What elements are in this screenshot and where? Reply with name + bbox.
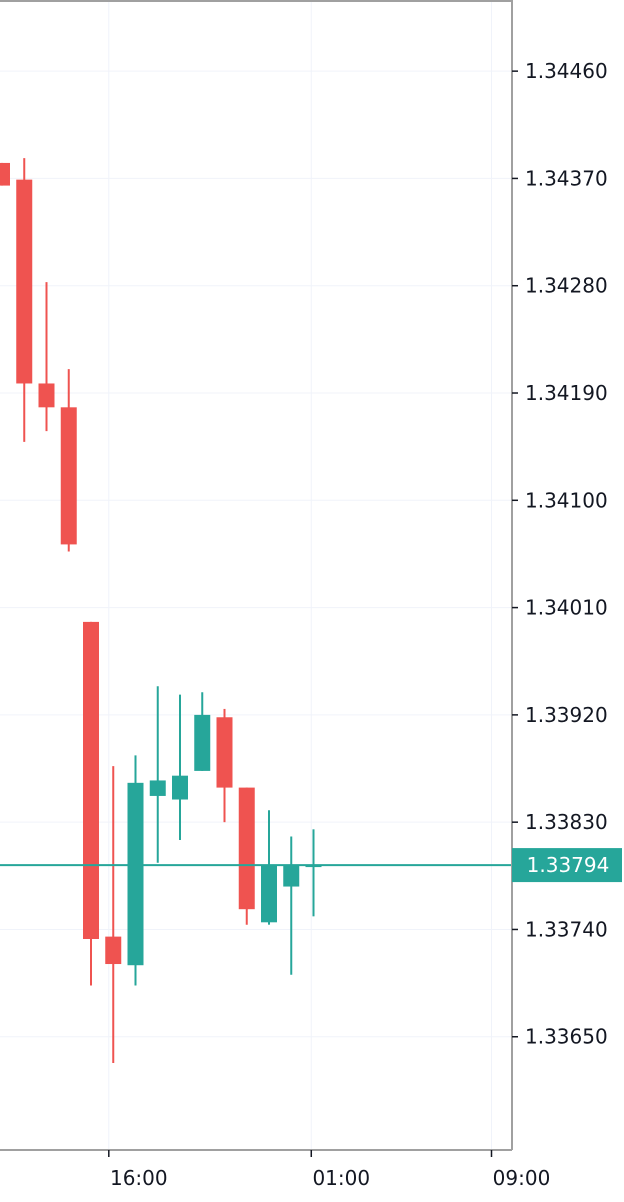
last-price-badge: [512, 848, 622, 883]
candle[interactable]: [261, 810, 277, 925]
grid-layer: [0, 2, 512, 1150]
candle-body: [16, 179, 33, 384]
candle-body: [238, 787, 255, 910]
y-tick-label: 1.34460: [525, 59, 608, 83]
y-tick-label: 1.34190: [525, 381, 608, 405]
candle-body: [261, 865, 277, 923]
x-tick-label: 01:00: [312, 1166, 370, 1190]
candle[interactable]: [0, 162, 10, 186]
candle-body: [216, 717, 233, 788]
candle-body: [194, 714, 211, 771]
candle[interactable]: [172, 694, 188, 841]
candle[interactable]: [16, 158, 33, 442]
x-tick-label: 09:00: [493, 1166, 551, 1190]
y-tick-label: 1.33830: [525, 810, 608, 834]
y-tick-label: 1.34280: [525, 274, 608, 298]
candle-body: [172, 775, 188, 800]
last-price-label: 1.33794: [527, 853, 610, 877]
candle[interactable]: [238, 787, 255, 925]
candle[interactable]: [105, 766, 122, 1063]
candle-body: [60, 407, 77, 545]
y-tick-label: 1.34010: [525, 596, 608, 620]
y-tick-label: 1.34100: [525, 488, 608, 512]
candle[interactable]: [149, 686, 166, 863]
y-tick-label: 1.33920: [525, 703, 608, 727]
candle-body: [0, 162, 10, 186]
candle-body: [38, 383, 55, 408]
candle-body: [127, 782, 144, 966]
candle[interactable]: [305, 829, 322, 917]
candle-body: [105, 936, 122, 965]
candle-body: [149, 780, 166, 796]
candle[interactable]: [127, 755, 144, 986]
candle-body: [283, 865, 300, 887]
candle[interactable]: [83, 621, 99, 986]
y-tick-label: 1.33650: [525, 1025, 608, 1049]
candle[interactable]: [283, 836, 300, 975]
y-tick-label: 1.33740: [525, 917, 608, 941]
candle[interactable]: [60, 369, 77, 552]
y-tick-label: 1.34370: [525, 166, 608, 190]
x-tick-label: 16:00: [110, 1166, 168, 1190]
candle[interactable]: [38, 282, 55, 432]
candle-layer: [0, 158, 322, 1063]
candle-body: [83, 621, 99, 939]
candle[interactable]: [216, 708, 233, 823]
candle[interactable]: [194, 692, 211, 771]
